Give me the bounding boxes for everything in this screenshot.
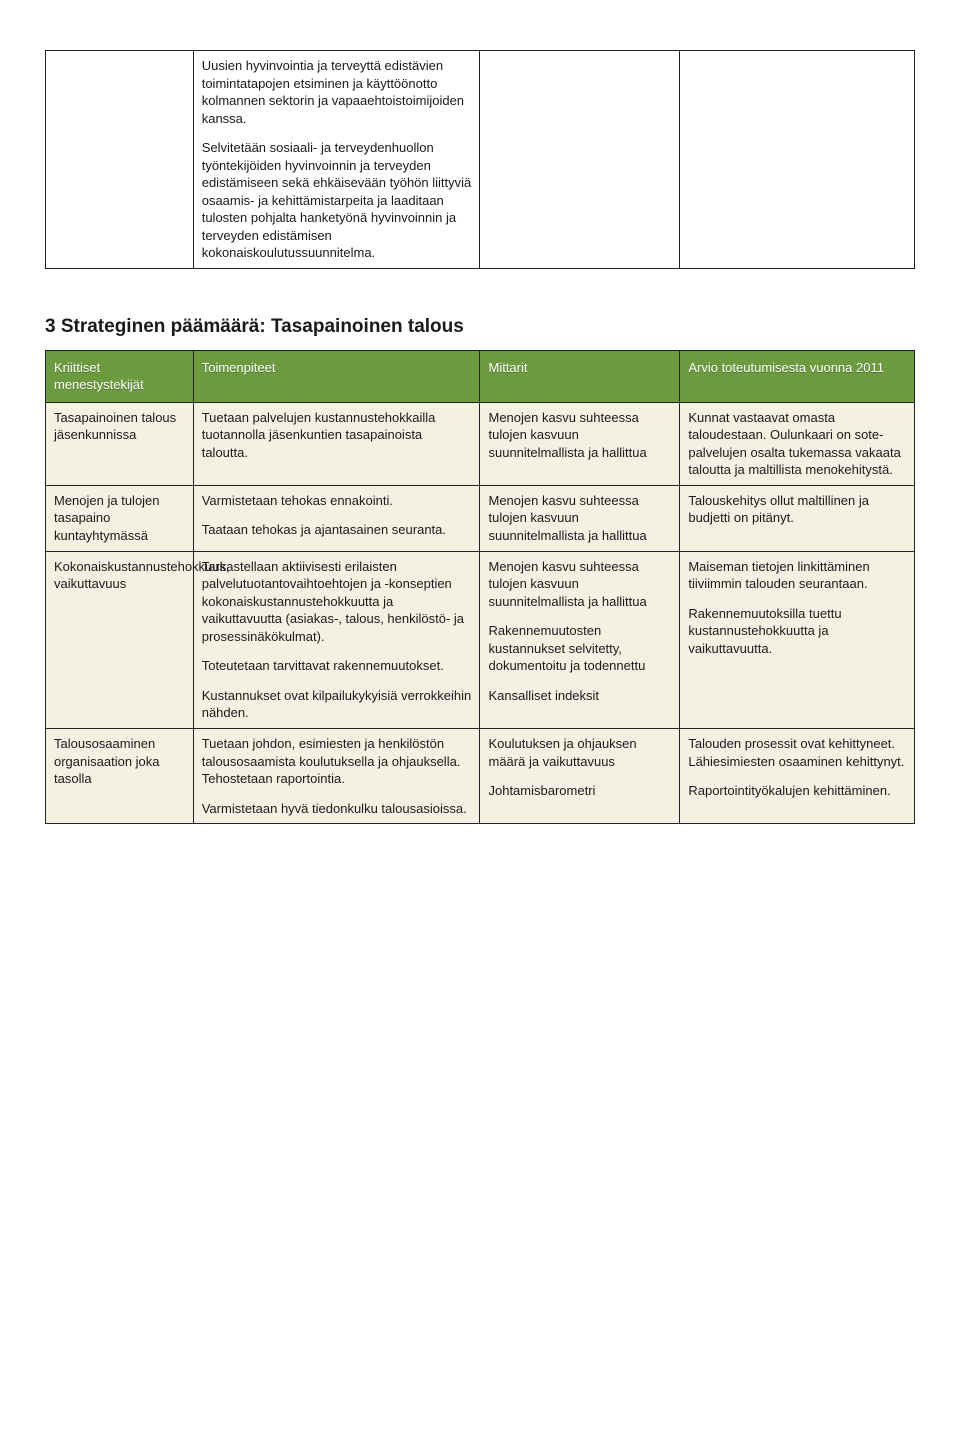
table-row: Talousosaaminen organisaation joka tasol… (46, 728, 915, 823)
cell-empty (680, 51, 915, 269)
cell-empty (480, 51, 680, 269)
paragraph: Varmistetaan hyvä tiedonkulku talousasio… (202, 800, 472, 818)
col-header-kriittiset: Kriittiset menestystekijät (46, 350, 194, 402)
cell-text: Menojen kasvu suhteessa tulojen kasvuun … (480, 551, 680, 728)
paragraph: Raportointityökalujen kehittäminen. (688, 782, 906, 800)
cell-empty (46, 51, 194, 269)
paragraph: Uusien hyvinvointia ja terveyttä edistäv… (202, 57, 472, 127)
paragraph: Taataan tehokas ja ajantasainen seuranta… (202, 521, 472, 539)
section-title: 3 Strateginen päämäärä: Tasapainoinen ta… (45, 314, 915, 340)
cell-text: Talousosaaminen organisaation joka tasol… (46, 728, 194, 823)
cell-text: Koulutuksen ja ohjauksen määrä ja vaikut… (480, 728, 680, 823)
paragraph: Tuetaan johdon, esimiesten ja henkilöstö… (202, 735, 472, 788)
cell-text: Menojen kasvu suhteessa tulojen kasvuun … (480, 402, 680, 485)
paragraph: Talouden prosessit ovat kehittyneet. Läh… (688, 735, 906, 770)
paragraph: Varmistetaan tehokas ennakointi. (202, 492, 472, 510)
col-header-toimenpiteet: Toimenpiteet (193, 350, 480, 402)
table-row: Kokonaiskustannustehokkuus, vaikuttavuus… (46, 551, 915, 728)
paragraph: Toteutetaan tarvittavat rakennemuutokset… (202, 657, 472, 675)
cell-text: Menojen ja tulojen tasapaino kuntayhtymä… (46, 485, 194, 551)
cell-text: Tuetaan johdon, esimiesten ja henkilöstö… (193, 728, 480, 823)
paragraph: Menojen kasvu suhteessa tulojen kasvuun … (488, 558, 671, 611)
table-header-row: Kriittiset menestystekijät Toimenpiteet … (46, 350, 915, 402)
strategy-table: Kriittiset menestystekijät Toimenpiteet … (45, 350, 915, 824)
paragraph: Kansalliset indeksit (488, 687, 671, 705)
table-row: Menojen ja tulojen tasapaino kuntayhtymä… (46, 485, 915, 551)
paragraph: Tarkastellaan aktiivisesti erilaisten pa… (202, 558, 472, 646)
table-row: Tasapainoinen talous jäsenkunnissa Tueta… (46, 402, 915, 485)
cell-text: Kunnat vastaavat omasta taloudestaan. Ou… (680, 402, 915, 485)
cell-text: Talouden prosessit ovat kehittyneet. Läh… (680, 728, 915, 823)
col-header-mittarit: Mittarit (480, 350, 680, 402)
paragraph: Koulutuksen ja ohjauksen määrä ja vaikut… (488, 735, 671, 770)
cell-text: Tasapainoinen talous jäsenkunnissa (46, 402, 194, 485)
cell-text: Maiseman tietojen linkittäminen tiiviimm… (680, 551, 915, 728)
paragraph: Johtamisbarometri (488, 782, 671, 800)
table-row: Uusien hyvinvointia ja terveyttä edistäv… (46, 51, 915, 269)
cell-text: Menojen kasvu suhteessa tulojen kasvuun … (480, 485, 680, 551)
cell-text: Uusien hyvinvointia ja terveyttä edistäv… (193, 51, 480, 269)
col-header-arvio: Arvio toteutumisesta vuonna 2011 (680, 350, 915, 402)
paragraph: Rakennemuutoksilla tuettu kustannustehok… (688, 605, 906, 658)
cell-text: Tarkastellaan aktiivisesti erilaisten pa… (193, 551, 480, 728)
cell-text: Tuetaan palvelujen kustannustehokkailla … (193, 402, 480, 485)
top-fragment-table: Uusien hyvinvointia ja terveyttä edistäv… (45, 50, 915, 269)
paragraph: Selvitetään sosiaali- ja terveydenhuollo… (202, 139, 472, 262)
cell-text: Talouskehitys ollut maltillinen ja budje… (680, 485, 915, 551)
paragraph: Kustannukset ovat kilpailukykyisiä verro… (202, 687, 472, 722)
cell-text: Kokonaiskustannustehokkuus, vaikuttavuus (46, 551, 194, 728)
paragraph: Maiseman tietojen linkittäminen tiiviimm… (688, 558, 906, 593)
paragraph: Rakennemuutosten kustannukset selvitetty… (488, 622, 671, 675)
cell-text: Varmistetaan tehokas ennakointi. Taataan… (193, 485, 480, 551)
